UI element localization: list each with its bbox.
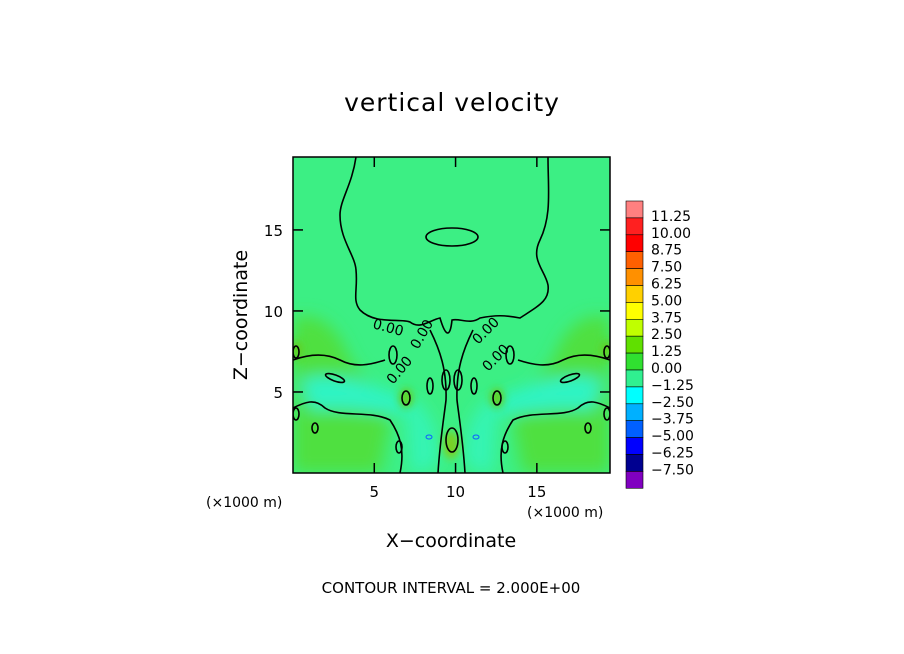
x-axis-ticks: 5 10 15 bbox=[370, 157, 546, 501]
colorbar-label: 5.00 bbox=[651, 293, 682, 309]
colorbar-label: 6.25 bbox=[651, 277, 682, 293]
contour-upper bbox=[339, 157, 550, 334]
cyan-band-left bbox=[300, 375, 420, 414]
plot-frame bbox=[292, 156, 611, 474]
contour-small-9 bbox=[501, 440, 509, 454]
contour-edge-left-low bbox=[293, 407, 300, 421]
colorbar-label: 11.25 bbox=[651, 209, 691, 225]
peak-center bbox=[443, 431, 459, 459]
x-axis-title: X−coordinate bbox=[386, 530, 516, 552]
colorbar-swatch bbox=[625, 234, 644, 253]
y-tick-label: 5 bbox=[273, 384, 283, 402]
colorbar-swatch bbox=[625, 200, 644, 219]
contour-small-13 bbox=[559, 372, 581, 384]
y-unit-label: (×1000 m) bbox=[527, 505, 603, 521]
x-tick-label: 10 bbox=[446, 483, 465, 501]
colorbar-swatch bbox=[625, 318, 644, 337]
colorbar-swatch bbox=[625, 471, 644, 489]
cyan-center-left bbox=[405, 399, 440, 473]
contour-closed-top bbox=[425, 227, 479, 247]
contour-edge-right-low bbox=[603, 407, 610, 421]
colorbar-swatch bbox=[625, 352, 644, 371]
chart-title: vertical velocity bbox=[344, 88, 560, 117]
contour-small-7 bbox=[445, 427, 459, 453]
x-tick-label: 5 bbox=[370, 483, 380, 501]
colorbar-swatch bbox=[625, 420, 644, 438]
contour-neg-2 bbox=[472, 434, 480, 440]
contour-interval-note: CONTOUR INTERVAL = 2.000E+00 bbox=[322, 579, 581, 597]
negative-contours bbox=[425, 434, 480, 440]
contour-small-1 bbox=[441, 369, 451, 391]
colorbar-label: −2.50 bbox=[651, 395, 694, 411]
colorbar-swatch bbox=[625, 454, 644, 472]
colorbar-swatch bbox=[625, 268, 644, 286]
contour-label: 0.00 bbox=[371, 316, 405, 340]
colorbar-label: −5.00 bbox=[651, 429, 694, 445]
colorbar-swatch bbox=[625, 335, 644, 354]
contour-small-12 bbox=[324, 372, 346, 384]
contour-small-3 bbox=[426, 377, 434, 395]
contour-small-14 bbox=[388, 345, 398, 365]
colorbar-label: 1.25 bbox=[651, 344, 682, 360]
cyan-center-right bbox=[463, 399, 498, 473]
contour-edge-left bbox=[293, 345, 300, 359]
velocity-field: 0.00 0.00 0.00 0.00 0.00 bbox=[293, 157, 610, 473]
contour-small-15 bbox=[505, 345, 515, 365]
colorbar-label: 8.75 bbox=[651, 243, 682, 259]
contour-left-band-top bbox=[293, 354, 386, 366]
colorbar-swatch bbox=[625, 369, 644, 388]
peak-left-edge bbox=[293, 340, 303, 360]
x-tick-label: 15 bbox=[527, 483, 546, 501]
y-axis-ticks: 5 10 15 bbox=[264, 222, 610, 402]
contour-neg-1 bbox=[425, 434, 433, 440]
contour-small-2 bbox=[453, 369, 463, 391]
contour-center-left bbox=[429, 329, 447, 473]
colorbar-label: 3.75 bbox=[651, 310, 682, 326]
colorbar-swatch bbox=[625, 285, 644, 303]
x-unit-label: (×1000 m) bbox=[206, 495, 282, 511]
colorbar-swatch bbox=[625, 386, 644, 405]
peak-right-edge bbox=[600, 340, 610, 360]
y-axis-title: Z−coordinate bbox=[230, 250, 252, 380]
colorbar-label: 2.50 bbox=[651, 327, 682, 343]
colorbar-label: −6.25 bbox=[651, 446, 694, 462]
colorbar-swatch bbox=[625, 437, 644, 455]
contour-small-4 bbox=[470, 377, 478, 395]
contour-lines bbox=[293, 157, 610, 473]
colorbar-label: 7.50 bbox=[651, 260, 682, 276]
colorbar-label: −7.50 bbox=[651, 462, 694, 478]
contour-right-band-top bbox=[517, 354, 610, 366]
y-tick-label: 15 bbox=[264, 222, 283, 240]
colorbar-label: −1.25 bbox=[651, 378, 694, 394]
colorbar-label: 10.00 bbox=[651, 226, 691, 242]
colorbar-label: 0.00 bbox=[651, 361, 682, 377]
y-tick-label: 10 bbox=[264, 303, 283, 321]
colorbar-swatch bbox=[625, 251, 644, 269]
colorbar-swatch bbox=[625, 217, 644, 236]
contour-small-11 bbox=[584, 422, 592, 434]
colorbar-swatch bbox=[625, 403, 644, 421]
colorbar-swatch bbox=[625, 302, 644, 320]
contour-small-6 bbox=[492, 390, 502, 406]
contour-small-10 bbox=[311, 422, 319, 434]
colorbar-label: −3.75 bbox=[651, 412, 694, 428]
contour-small-8 bbox=[395, 440, 403, 454]
colorbar: 11.2510.008.757.506.255.003.752.501.250.… bbox=[625, 200, 694, 489]
contour-edge-right bbox=[603, 345, 610, 359]
cyan-band-right bbox=[483, 375, 603, 414]
contour-small-5 bbox=[401, 390, 411, 406]
contour-center-right bbox=[456, 329, 474, 473]
